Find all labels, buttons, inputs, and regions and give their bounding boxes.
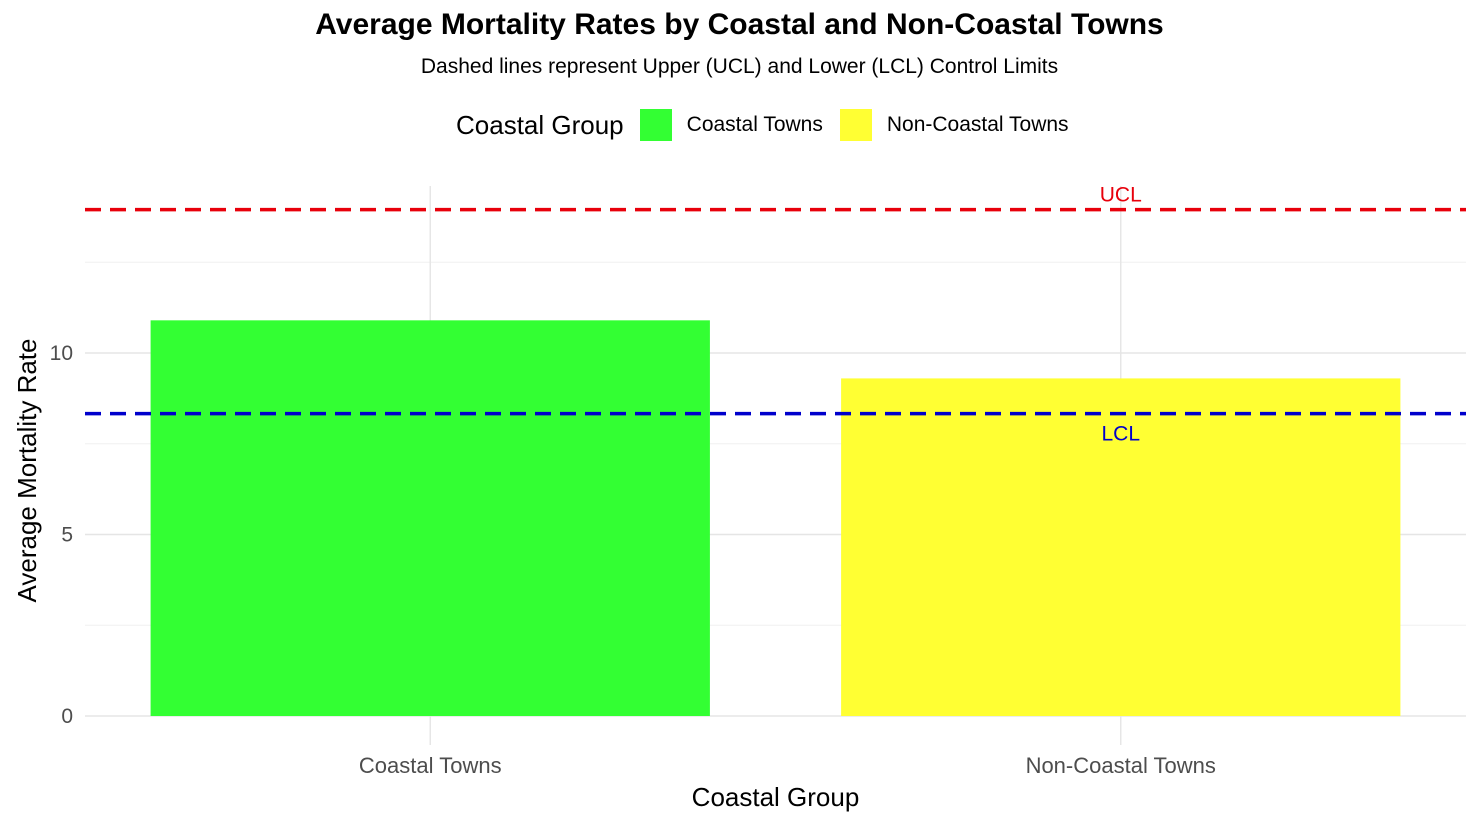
y-axis-title: Average Mortality Rate [12, 339, 42, 603]
y-tick-label: 0 [61, 705, 73, 728]
bar-non-coastal-towns [841, 378, 1401, 716]
x-tick-label: Coastal Towns [359, 753, 502, 778]
legend-label-coastal: Coastal Towns [686, 113, 823, 136]
legend-swatch-coastal [639, 109, 672, 141]
x-axis-title: Coastal Group [692, 782, 860, 812]
legend-label-non-coastal: Non-Coastal Towns [886, 113, 1069, 136]
legend-item-coastal: Coastal Towns [639, 109, 823, 141]
y-tick-label: 5 [61, 524, 73, 547]
y-tick-label: 10 [50, 342, 73, 365]
chart-title: Average Mortality Rates by Coastal and N… [315, 8, 1164, 41]
chart-subtitle: Dashed lines represent Upper (UCL) and L… [420, 55, 1059, 78]
legend-title: Coastal Group [456, 109, 624, 140]
legend: Coastal Group Coastal Towns Non-Coastal … [456, 108, 1086, 142]
bar-coastal-towns [150, 320, 710, 716]
lcl-label: LCL [1101, 423, 1140, 446]
ucl-label: UCL [1100, 184, 1142, 207]
x-tick-label: Non-Coastal Towns [1026, 753, 1216, 778]
legend-item-non-coastal: Non-Coastal Towns [839, 109, 1069, 141]
legend-swatch-non-coastal [839, 109, 872, 141]
